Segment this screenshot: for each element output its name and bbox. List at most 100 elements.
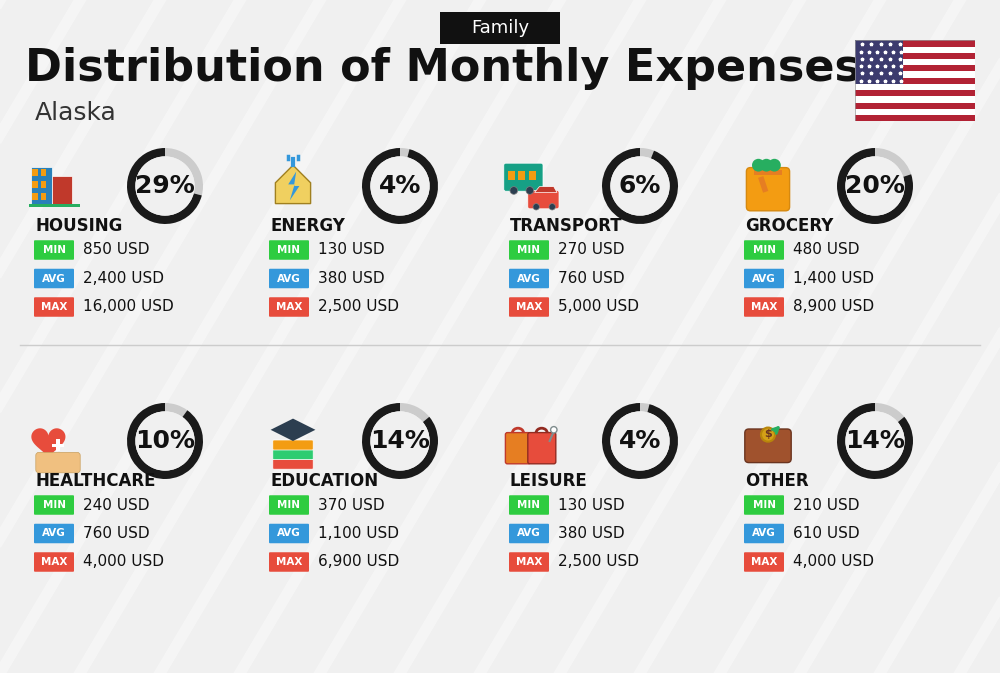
FancyBboxPatch shape [509, 553, 549, 572]
FancyBboxPatch shape [32, 181, 38, 188]
Polygon shape [31, 428, 65, 459]
FancyBboxPatch shape [855, 115, 975, 121]
FancyBboxPatch shape [508, 171, 515, 180]
Circle shape [510, 186, 518, 194]
FancyBboxPatch shape [34, 495, 74, 515]
FancyBboxPatch shape [855, 46, 975, 52]
FancyBboxPatch shape [52, 176, 72, 205]
Wedge shape [165, 403, 187, 417]
Circle shape [533, 204, 539, 210]
Text: 8,900 USD: 8,900 USD [793, 299, 874, 314]
FancyBboxPatch shape [31, 167, 52, 205]
FancyBboxPatch shape [504, 163, 543, 191]
FancyBboxPatch shape [269, 269, 309, 288]
Text: 14%: 14% [370, 429, 430, 453]
FancyBboxPatch shape [744, 495, 784, 515]
Wedge shape [875, 403, 904, 422]
Text: 14%: 14% [845, 429, 905, 453]
Text: 130 USD: 130 USD [558, 497, 625, 513]
Text: 5,000 USD: 5,000 USD [558, 299, 639, 314]
Text: AVG: AVG [42, 528, 66, 538]
Polygon shape [275, 165, 311, 204]
Wedge shape [602, 403, 678, 479]
Text: 4,000 USD: 4,000 USD [83, 555, 164, 569]
Text: TRANSPORT: TRANSPORT [510, 217, 623, 235]
Text: Family: Family [471, 19, 529, 37]
FancyBboxPatch shape [509, 297, 549, 317]
FancyBboxPatch shape [745, 429, 791, 462]
Text: MIN: MIN [753, 500, 776, 510]
FancyBboxPatch shape [269, 297, 309, 317]
Text: $: $ [764, 429, 772, 439]
Text: MAX: MAX [41, 302, 67, 312]
Text: AVG: AVG [277, 273, 301, 283]
Text: MAX: MAX [516, 302, 542, 312]
Text: AVG: AVG [752, 273, 776, 283]
FancyBboxPatch shape [269, 495, 309, 515]
FancyBboxPatch shape [746, 168, 790, 211]
Wedge shape [400, 403, 429, 422]
FancyBboxPatch shape [855, 77, 975, 84]
FancyBboxPatch shape [34, 553, 74, 572]
FancyBboxPatch shape [509, 495, 549, 515]
Text: 2,500 USD: 2,500 USD [558, 555, 639, 569]
FancyBboxPatch shape [273, 450, 313, 460]
FancyBboxPatch shape [34, 269, 74, 288]
FancyBboxPatch shape [855, 40, 975, 46]
FancyBboxPatch shape [855, 71, 975, 77]
Text: 4%: 4% [619, 429, 661, 453]
FancyBboxPatch shape [529, 171, 536, 180]
Circle shape [135, 156, 195, 215]
Circle shape [526, 186, 534, 194]
Circle shape [752, 159, 765, 172]
Text: 270 USD: 270 USD [558, 242, 624, 258]
Text: GROCERY: GROCERY [745, 217, 833, 235]
Text: MIN: MIN [518, 500, 540, 510]
Text: 760 USD: 760 USD [83, 526, 150, 541]
Text: MAX: MAX [276, 557, 302, 567]
Circle shape [551, 427, 557, 433]
FancyBboxPatch shape [509, 269, 549, 288]
FancyBboxPatch shape [754, 170, 782, 175]
FancyBboxPatch shape [509, 524, 549, 543]
FancyBboxPatch shape [855, 109, 975, 115]
Text: AVG: AVG [752, 528, 776, 538]
FancyBboxPatch shape [273, 440, 313, 450]
Wedge shape [837, 148, 913, 224]
Text: 370 USD: 370 USD [318, 497, 385, 513]
Circle shape [370, 156, 430, 215]
Text: 2,500 USD: 2,500 USD [318, 299, 399, 314]
Circle shape [610, 411, 670, 470]
FancyBboxPatch shape [744, 524, 784, 543]
Text: 210 USD: 210 USD [793, 497, 859, 513]
Text: MAX: MAX [751, 557, 777, 567]
Text: OTHER: OTHER [745, 472, 809, 490]
Circle shape [135, 411, 195, 470]
Text: ENERGY: ENERGY [270, 217, 345, 235]
Text: 4%: 4% [379, 174, 421, 198]
Wedge shape [640, 148, 654, 158]
Text: 1,400 USD: 1,400 USD [793, 271, 874, 286]
Text: MAX: MAX [276, 302, 302, 312]
Text: 6%: 6% [619, 174, 661, 198]
FancyBboxPatch shape [34, 240, 74, 260]
Wedge shape [127, 403, 203, 479]
FancyBboxPatch shape [29, 204, 80, 207]
Text: 4,000 USD: 4,000 USD [793, 555, 874, 569]
Circle shape [845, 156, 905, 215]
FancyBboxPatch shape [518, 171, 525, 180]
FancyBboxPatch shape [269, 524, 309, 543]
Circle shape [845, 411, 905, 470]
Polygon shape [288, 172, 299, 201]
Polygon shape [535, 186, 557, 192]
Wedge shape [602, 148, 678, 224]
FancyBboxPatch shape [855, 52, 975, 59]
Wedge shape [875, 148, 911, 177]
FancyBboxPatch shape [855, 40, 903, 84]
FancyBboxPatch shape [440, 12, 560, 44]
Text: 380 USD: 380 USD [558, 526, 625, 541]
Text: Distribution of Monthly Expenses: Distribution of Monthly Expenses [25, 46, 861, 90]
Text: 2,400 USD: 2,400 USD [83, 271, 164, 286]
Wedge shape [640, 403, 649, 413]
Text: 1,100 USD: 1,100 USD [318, 526, 399, 541]
